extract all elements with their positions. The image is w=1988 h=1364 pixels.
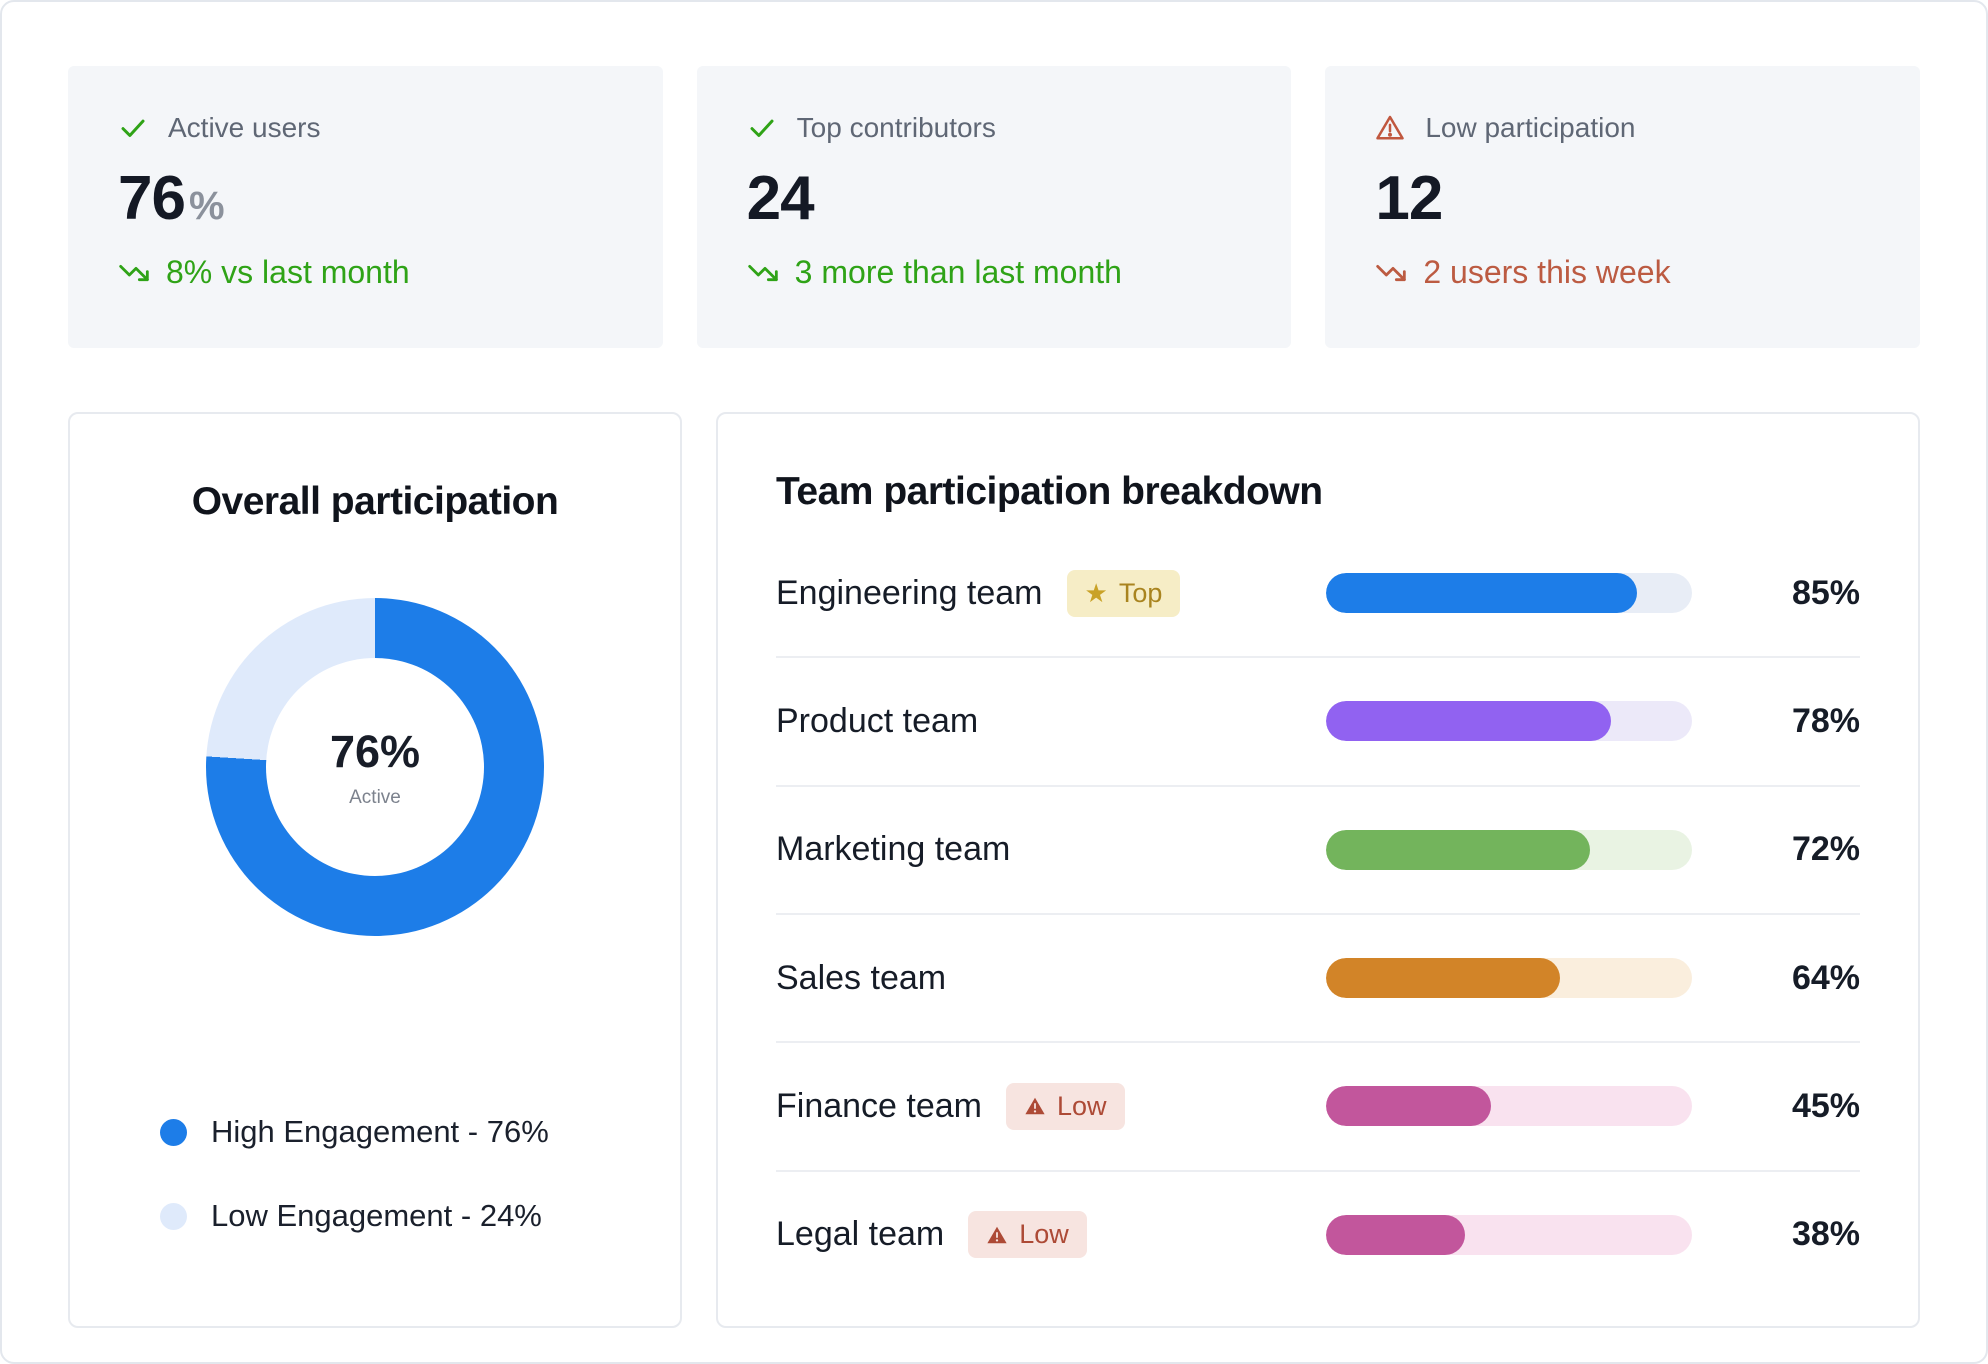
main-row: Overall participation 76% Active High En… bbox=[68, 412, 1920, 1328]
team-label: Finance team Low bbox=[776, 1082, 1326, 1130]
progress-bar-track bbox=[1326, 573, 1692, 614]
progress-bar-track bbox=[1326, 1214, 1692, 1255]
donut-hole: 76% Active bbox=[266, 658, 484, 876]
team-label: Legal team Low bbox=[776, 1211, 1326, 1259]
overall-participation-card: Overall participation 76% Active High En… bbox=[68, 412, 682, 1328]
legend-label: Low Engagement - 24% bbox=[211, 1198, 542, 1233]
team-label: Engineering team ★ Top bbox=[776, 569, 1326, 617]
team-row-legal: Legal team Low 38% bbox=[776, 1172, 1860, 1298]
stat-label: Low participation bbox=[1425, 112, 1636, 143]
team-percent: 64% bbox=[1791, 958, 1860, 997]
trending-down-icon bbox=[1375, 257, 1407, 289]
stat-value: 24 bbox=[746, 164, 815, 233]
team-rows: Engineering team ★ Top 85% Product team 7… bbox=[776, 530, 1860, 1298]
donut-center-value: 76% bbox=[329, 725, 421, 777]
stat-trend: 8% vs last month bbox=[118, 254, 613, 291]
stat-trend-text: 2 users this week bbox=[1423, 254, 1671, 290]
legend-item-high-engagement: High Engagement - 76% bbox=[160, 1114, 624, 1150]
trending-down-icon bbox=[118, 257, 150, 289]
trending-down-icon bbox=[747, 257, 779, 289]
warning-icon bbox=[1375, 113, 1405, 143]
team-name: Sales team bbox=[776, 958, 947, 997]
low-badge: Low bbox=[1006, 1082, 1125, 1130]
team-percent: 85% bbox=[1791, 573, 1860, 612]
low-badge: Low bbox=[968, 1211, 1087, 1259]
legend-label: High Engagement - 76% bbox=[211, 1114, 549, 1149]
stat-card-top-contributors: Top contributors 24 3 more than last mon… bbox=[696, 66, 1292, 348]
progress-bar-fill bbox=[1326, 829, 1590, 870]
top-badge: ★ Top bbox=[1066, 569, 1181, 617]
team-label: Sales team bbox=[776, 959, 1326, 998]
stat-trend-text: 8% vs last month bbox=[166, 254, 410, 290]
team-label: Product team bbox=[776, 702, 1326, 741]
donut-chart: 76% Active bbox=[206, 598, 544, 936]
donut-center-sublabel: Active bbox=[349, 786, 401, 808]
stat-card-active-users: Active users 76% 8% vs last month bbox=[68, 66, 663, 348]
team-percent: 45% bbox=[1791, 1086, 1860, 1125]
stats-row: Active users 76% 8% vs last month Top co… bbox=[68, 66, 1921, 348]
stat-header: Active users bbox=[118, 112, 613, 144]
stat-label: Top contributors bbox=[796, 112, 996, 143]
team-breakdown-card: Team participation breakdown Engineering… bbox=[716, 412, 1920, 1328]
progress-bar-track bbox=[1326, 958, 1692, 999]
donut-card-title: Overall participation bbox=[191, 480, 559, 523]
stat-header: Top contributors bbox=[747, 112, 1242, 144]
stat-value: 12 bbox=[1375, 164, 1443, 233]
donut-legend: High Engagement - 76% Low Engagement - 2… bbox=[126, 1114, 624, 1234]
team-name: Engineering team bbox=[776, 573, 1043, 612]
stat-trend: 3 more than last month bbox=[747, 254, 1242, 291]
team-name: Product team bbox=[776, 701, 979, 740]
progress-bar-fill bbox=[1326, 573, 1638, 614]
star-icon: ★ bbox=[1084, 578, 1108, 609]
team-row-marketing: Marketing team 72% bbox=[776, 787, 1860, 915]
team-row-engineering: Engineering team ★ Top 85% bbox=[776, 530, 1860, 659]
team-percent: 38% bbox=[1791, 1215, 1860, 1254]
team-row-product: Product team 78% bbox=[776, 658, 1860, 787]
check-icon bbox=[747, 113, 777, 143]
stat-trend-text: 3 more than last month bbox=[794, 254, 1122, 290]
stat-value-suffix: % bbox=[188, 184, 225, 228]
team-label: Marketing team bbox=[776, 830, 1326, 869]
progress-bar-track bbox=[1326, 701, 1692, 742]
team-percent: 72% bbox=[1791, 830, 1860, 869]
stat-label: Active users bbox=[168, 112, 321, 143]
stat-trend: 2 users this week bbox=[1375, 254, 1870, 291]
team-row-finance: Finance team Low 45% bbox=[776, 1043, 1860, 1172]
team-name: Legal team bbox=[776, 1215, 945, 1254]
stat-header: Low participation bbox=[1375, 112, 1870, 144]
progress-bar-track bbox=[1326, 829, 1692, 870]
legend-dot bbox=[160, 1118, 187, 1146]
teams-card-title: Team participation breakdown bbox=[776, 470, 1323, 513]
team-row-sales: Sales team 64% bbox=[776, 915, 1860, 1044]
warning-triangle-icon bbox=[987, 1226, 1007, 1244]
progress-bar-fill bbox=[1326, 701, 1612, 742]
progress-bar-fill bbox=[1326, 958, 1561, 999]
team-name: Marketing team bbox=[776, 830, 1011, 869]
stat-value: 76% bbox=[118, 164, 225, 233]
team-percent: 78% bbox=[1791, 701, 1860, 740]
team-name: Finance team bbox=[776, 1086, 982, 1125]
progress-bar-fill bbox=[1326, 1086, 1491, 1127]
progress-bar-fill bbox=[1326, 1214, 1466, 1255]
check-icon bbox=[118, 113, 148, 143]
warning-triangle-icon bbox=[1025, 1098, 1045, 1115]
legend-dot bbox=[160, 1202, 187, 1230]
stat-card-low-participation: Low participation 12 2 users this week bbox=[1325, 66, 1921, 348]
legend-item-low-engagement: Low Engagement - 24% bbox=[160, 1198, 624, 1234]
progress-bar-track bbox=[1326, 1086, 1692, 1127]
